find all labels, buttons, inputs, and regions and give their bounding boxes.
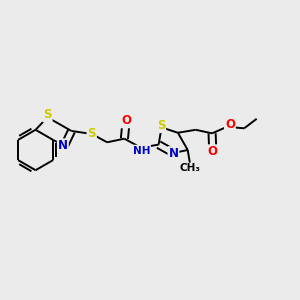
Text: N: N — [168, 147, 178, 160]
Text: NH: NH — [133, 146, 150, 156]
Text: S: S — [88, 128, 96, 140]
Text: S: S — [157, 119, 165, 132]
Text: O: O — [225, 118, 235, 131]
Text: S: S — [43, 108, 52, 122]
Text: O: O — [121, 114, 131, 128]
Text: O: O — [208, 145, 218, 158]
Text: CH₃: CH₃ — [180, 164, 201, 173]
Text: N: N — [58, 139, 68, 152]
